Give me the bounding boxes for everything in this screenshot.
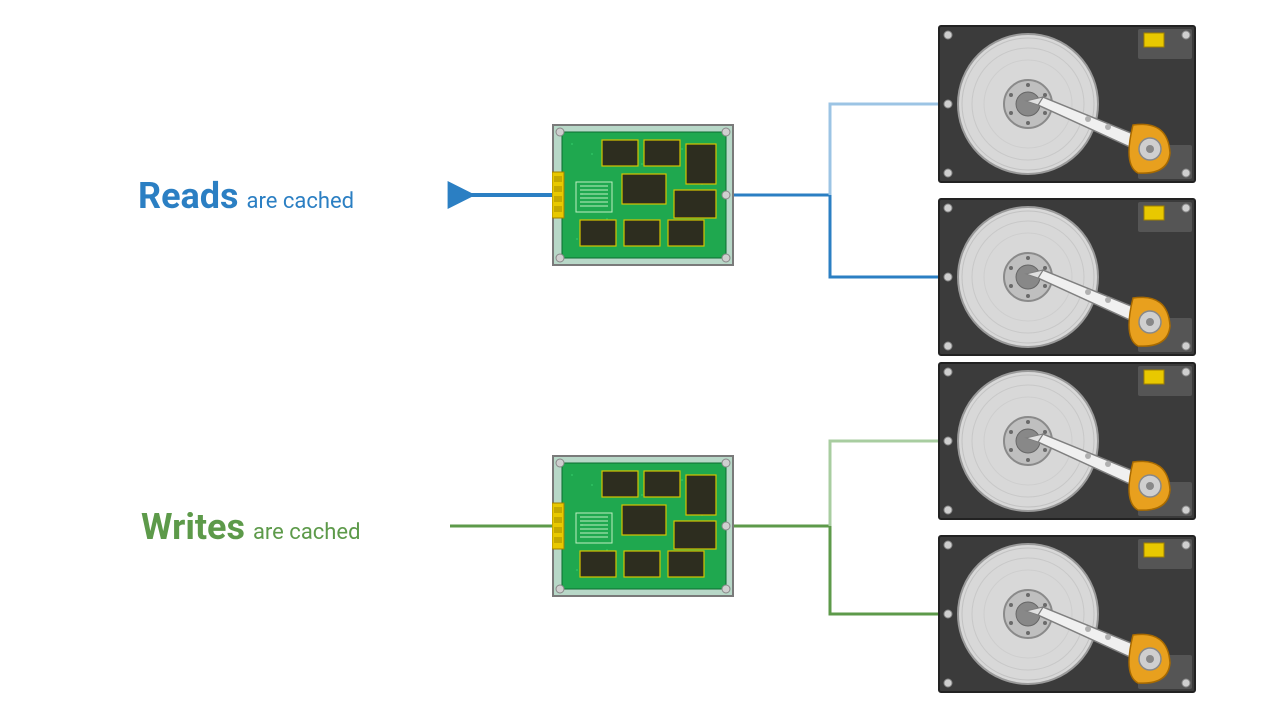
- cache-diagram: Reads are cached: [0, 0, 1280, 720]
- writes-connector-2: [830, 526, 938, 614]
- writes-label-bold: Writes: [141, 506, 245, 548]
- writes-connector-1: [830, 441, 938, 526]
- writes-label-small: are cached: [253, 520, 361, 545]
- writes-hdd-icon-1: [938, 535, 1196, 693]
- reads-connector-2: [830, 195, 938, 277]
- reads-hdd-icon-0: [938, 25, 1196, 183]
- writes-hdd-icon-0: [938, 362, 1196, 520]
- writes-ssd-icon: [552, 455, 734, 597]
- writes-label: Writes are cached: [141, 506, 361, 548]
- reads-label-small: are cached: [247, 189, 355, 214]
- reads-ssd-icon: [552, 124, 734, 266]
- reads-label: Reads are cached: [138, 175, 354, 217]
- reads-connector-1: [830, 104, 938, 195]
- reads-label-bold: Reads: [138, 175, 239, 217]
- reads-hdd-icon-1: [938, 198, 1196, 356]
